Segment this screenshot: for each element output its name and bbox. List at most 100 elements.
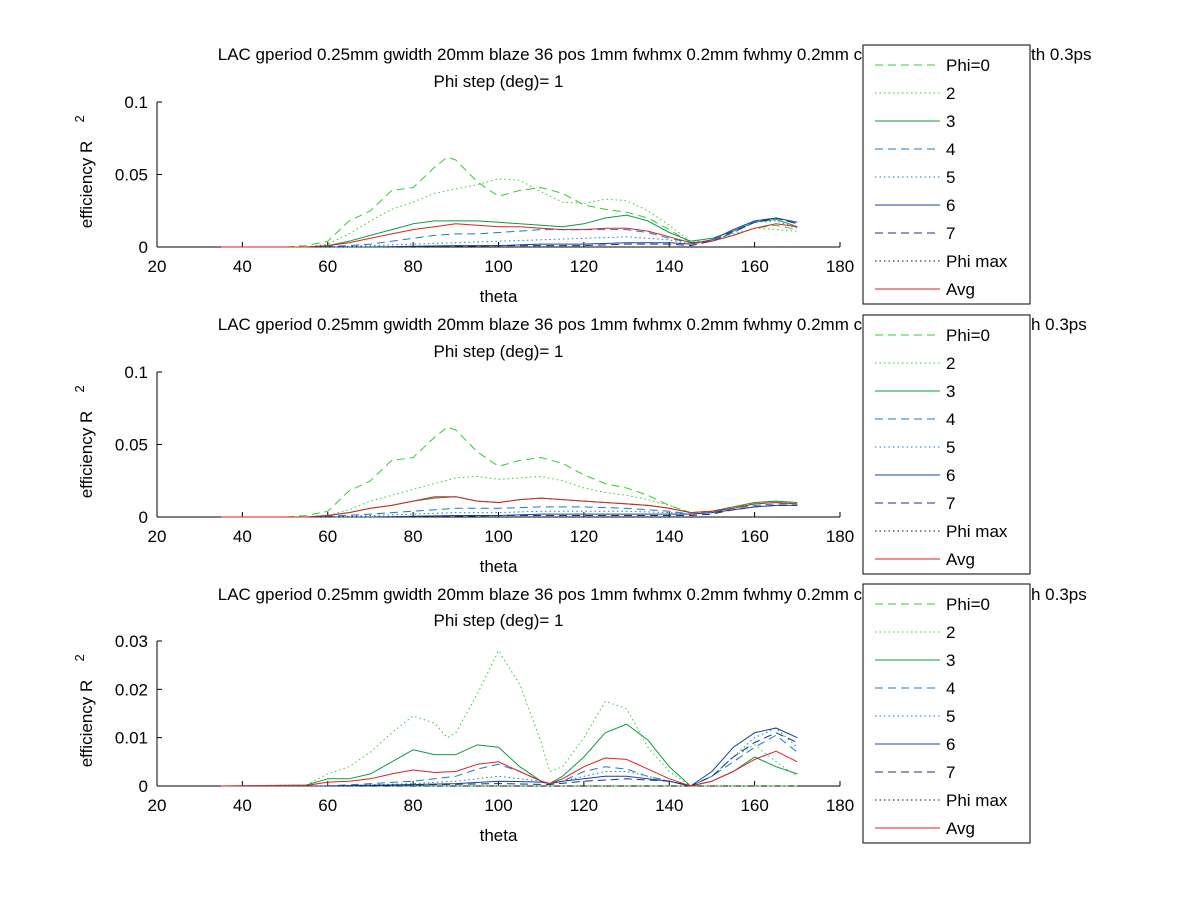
legend-box [862, 583, 1031, 844]
x-tick-label: 120 [570, 257, 598, 276]
legend-label: 3 [946, 651, 955, 670]
x-tick-label: 160 [740, 527, 768, 546]
series-line-2 [221, 496, 798, 518]
legend-label: Avg [946, 550, 975, 569]
legend-label: 7 [946, 494, 955, 513]
x-tick-label: 100 [484, 527, 512, 546]
series-line-1 [220, 650, 798, 787]
x-tick-label: 80 [404, 796, 423, 815]
x-tick-label: 140 [655, 796, 683, 815]
chart-title: LAC gperiod 0.25mm gwidth 20mm blaze 36 … [218, 45, 929, 64]
y-axis-label-group: efficiency R 2 [72, 654, 96, 767]
y-axis-label: efficiency R [77, 141, 96, 229]
series-line-5 [221, 217, 798, 248]
chart-title-tail: h 0.3ps [1031, 315, 1087, 334]
x-tick-label: 20 [148, 257, 167, 276]
x-tick-label: 20 [148, 527, 167, 546]
legend-label: Phi max [946, 522, 1008, 541]
legend-label: Phi=0 [946, 56, 990, 75]
legend-label: Phi=0 [946, 595, 990, 614]
y-axis-label-superscript: 2 [72, 385, 87, 392]
legend-box [862, 44, 1031, 305]
series-line-8 [221, 223, 798, 248]
y-axis-label: efficiency R [77, 411, 96, 499]
legend-box [862, 314, 1031, 575]
legend-label: 4 [946, 410, 955, 429]
x-tick-label: 20 [148, 796, 167, 815]
x-tick-label: 60 [318, 796, 337, 815]
y-tick-label: 0.01 [115, 729, 148, 748]
series-line-6 [221, 217, 798, 248]
series-line-3 [221, 217, 798, 248]
series-line-4 [221, 504, 798, 518]
chart-title-tail: h 0.3ps [1031, 585, 1087, 604]
chart-subtitle: Phi step (deg)= 1 [434, 72, 564, 91]
legend: Phi=0 2 3 4 5 6 7 Phi max Avg [862, 314, 1031, 575]
x-axis-label: theta [480, 287, 518, 306]
legend-label: 6 [946, 466, 955, 485]
x-tick-label: 140 [655, 527, 683, 546]
chart-subtitle: Phi step (deg)= 1 [434, 611, 564, 630]
y-axis-label-superscript: 2 [72, 654, 87, 661]
y-axis-label-group: efficiency R 2 [72, 385, 96, 498]
x-tick-label: 180 [826, 796, 854, 815]
x-tick-label: 80 [404, 527, 423, 546]
x-tick-label: 180 [826, 257, 854, 276]
legend-label: Phi max [946, 252, 1008, 271]
x-tick-label: 40 [233, 527, 252, 546]
x-tick-label: 80 [404, 257, 423, 276]
y-tick-label: 0 [139, 777, 148, 796]
legend-label: 3 [946, 112, 955, 131]
series-line-1 [221, 178, 798, 248]
y-tick-label: 0 [139, 238, 148, 257]
series-line-3 [221, 734, 798, 787]
x-axis-label: theta [480, 826, 518, 845]
chart-subtitle: Phi step (deg)= 1 [434, 342, 564, 361]
chart-title: LAC gperiod 0.25mm gwidth 20mm blaze 36 … [218, 585, 929, 604]
legend-label: 7 [946, 224, 955, 243]
chart-title: LAC gperiod 0.25mm gwidth 20mm blaze 36 … [218, 315, 929, 334]
x-tick-label: 40 [233, 796, 252, 815]
x-tick-label: 160 [740, 796, 768, 815]
x-tick-label: 140 [655, 257, 683, 276]
x-tick-label: 100 [484, 257, 512, 276]
legend-label: Phi max [946, 791, 1008, 810]
y-tick-label: 0.03 [115, 632, 148, 651]
y-tick-label: 0.02 [115, 680, 148, 699]
legend-label: 2 [946, 354, 955, 373]
y-tick-label: 0 [139, 508, 148, 527]
y-tick-label: 0.1 [124, 363, 148, 382]
series-line-5 [221, 727, 798, 787]
y-axis-label: efficiency R [77, 680, 96, 768]
series-line-8 [220, 750, 798, 787]
legend-label: 2 [946, 84, 955, 103]
legend-label: 6 [946, 196, 955, 215]
series-line-0 [221, 156, 798, 248]
legend: Phi=0 2 3 4 5 6 7 Phi max Avg [862, 44, 1031, 305]
subplot-1: 20 40 60 80 100 120 140 160 180 0 0.05 0.1 LAC gperi… [72, 44, 1092, 306]
x-axis-label: theta [480, 557, 518, 576]
series-line-0 [221, 426, 798, 518]
y-tick-label: 0.1 [124, 93, 148, 112]
subplot-2: 20 40 60 80 100 120 140 160 180 0 0.05 0.1 LAC gperi… [72, 314, 1087, 576]
y-axis-label-superscript: 2 [72, 115, 87, 122]
legend-label: 5 [946, 707, 955, 726]
legend-label: 7 [946, 763, 955, 782]
legend-label: 5 [946, 168, 955, 187]
series-line-4 [221, 727, 798, 787]
x-tick-label: 180 [826, 527, 854, 546]
series-line-2 [221, 214, 798, 248]
y-tick-label: 0.05 [115, 166, 148, 185]
legend-label: 2 [946, 623, 955, 642]
x-tick-label: 60 [318, 527, 337, 546]
legend-label: 6 [946, 735, 955, 754]
y-tick-label: 0.05 [115, 436, 148, 455]
legend-label: 4 [946, 140, 955, 159]
x-tick-label: 60 [318, 257, 337, 276]
chart-title-tail: th 0.3ps [1031, 45, 1092, 64]
legend-label: 5 [946, 438, 955, 457]
legend-label: Phi=0 [946, 326, 990, 345]
legend-label: 4 [946, 679, 955, 698]
x-tick-label: 160 [740, 257, 768, 276]
